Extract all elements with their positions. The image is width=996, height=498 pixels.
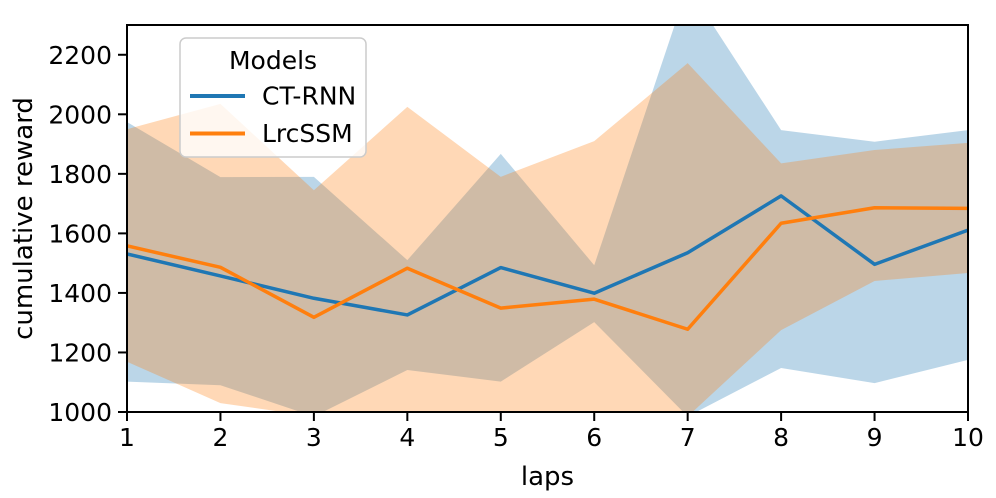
legend-item-ct-rnn: CT-RNN [190,82,356,111]
y-tick-label: 1400 [48,279,112,308]
y-tick-label: 2000 [48,100,112,129]
x-tick-label: 1 [119,423,135,452]
x-tick-label: 2 [212,423,228,452]
lrcssm-band [127,63,968,412]
y-tick-label: 2200 [48,41,112,70]
ct-rnn-band [127,25,968,412]
x-tick-label: 6 [586,423,602,452]
legend-label: CT-RNN [262,82,356,111]
legend-title: Models [229,46,317,75]
lrcssm-line [127,206,968,331]
x-tick-label: 7 [680,423,696,452]
legend-label: LrcSSM [262,119,353,148]
x-tick-label: 3 [306,423,322,452]
y-tick-label: 1200 [48,338,112,367]
y-tick-label: 1800 [48,160,112,189]
y-axis-label: cumulative reward [9,97,39,340]
x-tick-label: 4 [399,423,415,452]
axes-border [126,24,969,413]
x-tick-label: 8 [773,423,789,452]
legend: Models CT-RNN LrcSSM [179,37,367,158]
y-tick-label: 1000 [48,398,112,427]
y-tick-label: 1600 [48,219,112,248]
x-tick-label: 10 [952,423,984,452]
x-tick-label: 9 [867,423,883,452]
ct-rnn-line [127,194,968,317]
legend-box [179,37,367,158]
x-axis-label: laps [521,462,574,492]
legend-item-lrcssm: LrcSSM [190,119,353,148]
x-tick-label: 5 [493,423,509,452]
plot-area [127,25,968,412]
